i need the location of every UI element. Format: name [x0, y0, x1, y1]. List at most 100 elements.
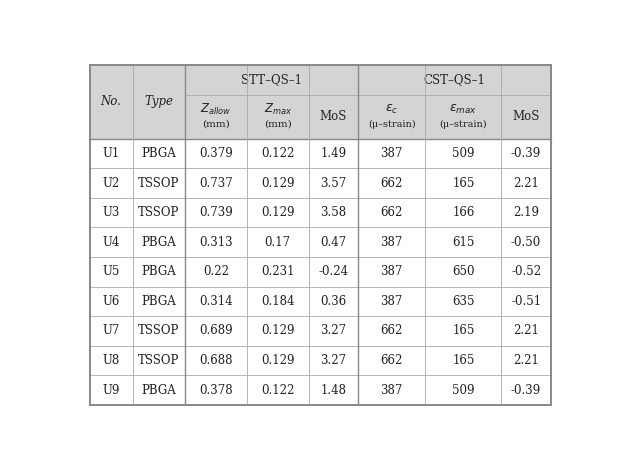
Text: (μ–strain): (μ–strain) [368, 120, 415, 129]
Bar [425, 286, 502, 316]
Text: 387: 387 [381, 295, 403, 308]
Text: 662: 662 [381, 325, 403, 338]
Text: 509: 509 [452, 384, 475, 397]
Bar [89, 346, 133, 375]
Text: 0.129: 0.129 [261, 177, 294, 190]
Text: 635: 635 [452, 295, 475, 308]
Bar [133, 139, 185, 168]
Bar [358, 316, 425, 346]
Bar [247, 227, 309, 257]
Bar [309, 346, 358, 375]
Bar [89, 375, 133, 405]
Text: 0.22: 0.22 [203, 266, 229, 278]
Text: -0.52: -0.52 [511, 266, 541, 278]
Text: U9: U9 [102, 384, 120, 397]
Text: 0.129: 0.129 [261, 325, 294, 338]
Bar [133, 316, 185, 346]
Text: 2.21: 2.21 [513, 177, 539, 190]
Bar [502, 346, 551, 375]
Text: (μ–strain): (μ–strain) [440, 120, 487, 129]
Text: $Z_{max}$: $Z_{max}$ [264, 102, 292, 117]
Bar [89, 65, 133, 139]
Bar [502, 257, 551, 286]
Text: 387: 387 [381, 236, 403, 249]
Bar [502, 168, 551, 198]
Text: 509: 509 [452, 147, 475, 160]
Bar [89, 227, 133, 257]
Text: (mm): (mm) [202, 120, 230, 128]
Text: -0.39: -0.39 [511, 147, 541, 160]
Text: -0.39: -0.39 [511, 384, 541, 397]
Text: 3.27: 3.27 [321, 325, 347, 338]
Bar [89, 198, 133, 227]
Bar [502, 227, 551, 257]
Text: 0.689: 0.689 [199, 325, 232, 338]
Bar [247, 139, 309, 168]
Bar [247, 375, 309, 405]
Text: 387: 387 [381, 147, 403, 160]
Text: PBGA: PBGA [141, 236, 176, 249]
Text: $\varepsilon_{max}$: $\varepsilon_{max}$ [450, 103, 477, 116]
Bar [185, 227, 247, 257]
Text: 0.122: 0.122 [261, 384, 294, 397]
Bar [502, 198, 551, 227]
Bar [502, 139, 551, 168]
Text: 662: 662 [381, 177, 403, 190]
Text: 165: 165 [452, 177, 475, 190]
Text: CST–QS–1: CST–QS–1 [423, 73, 485, 86]
Text: U8: U8 [102, 354, 120, 367]
Text: U5: U5 [102, 266, 120, 278]
Text: Type: Type [144, 95, 174, 108]
Bar [502, 375, 551, 405]
Text: U3: U3 [102, 206, 120, 219]
Bar [247, 257, 309, 286]
Bar [309, 227, 358, 257]
Text: TSSOP: TSSOP [138, 177, 180, 190]
Text: 0.184: 0.184 [261, 295, 294, 308]
Text: U6: U6 [102, 295, 120, 308]
Bar [89, 286, 133, 316]
Bar [502, 316, 551, 346]
Text: 387: 387 [381, 266, 403, 278]
Text: U7: U7 [102, 325, 120, 338]
Text: 165: 165 [452, 354, 475, 367]
Text: 0.739: 0.739 [199, 206, 232, 219]
Bar [358, 139, 425, 168]
Text: $Z_{allow}$: $Z_{allow}$ [200, 102, 232, 117]
Text: TSSOP: TSSOP [138, 206, 180, 219]
Bar [89, 139, 133, 168]
Bar [425, 198, 502, 227]
Text: (mm): (mm) [264, 120, 291, 128]
Text: 0.379: 0.379 [199, 147, 232, 160]
Bar [133, 168, 185, 198]
Bar [309, 139, 358, 168]
Text: 1.48: 1.48 [321, 384, 347, 397]
Bar [425, 346, 502, 375]
Bar [89, 316, 133, 346]
Text: 0.688: 0.688 [199, 354, 232, 367]
Text: PBGA: PBGA [141, 147, 176, 160]
Text: -0.51: -0.51 [511, 295, 541, 308]
Text: PBGA: PBGA [141, 384, 176, 397]
Bar [185, 286, 247, 316]
Text: 662: 662 [381, 206, 403, 219]
Bar [133, 286, 185, 316]
Bar [133, 227, 185, 257]
Text: 662: 662 [381, 354, 403, 367]
Bar [247, 168, 309, 198]
Text: 0.36: 0.36 [321, 295, 347, 308]
Text: 0.17: 0.17 [265, 236, 291, 249]
Text: 0.231: 0.231 [261, 266, 294, 278]
Bar [358, 227, 425, 257]
Bar [425, 227, 502, 257]
Text: STT–QS–1: STT–QS–1 [241, 73, 302, 86]
Bar [309, 375, 358, 405]
Bar [185, 316, 247, 346]
Bar [358, 286, 425, 316]
Bar [185, 198, 247, 227]
Bar [185, 168, 247, 198]
Text: 0.129: 0.129 [261, 354, 294, 367]
Text: 166: 166 [452, 206, 475, 219]
Text: U2: U2 [102, 177, 120, 190]
Text: 650: 650 [452, 266, 475, 278]
